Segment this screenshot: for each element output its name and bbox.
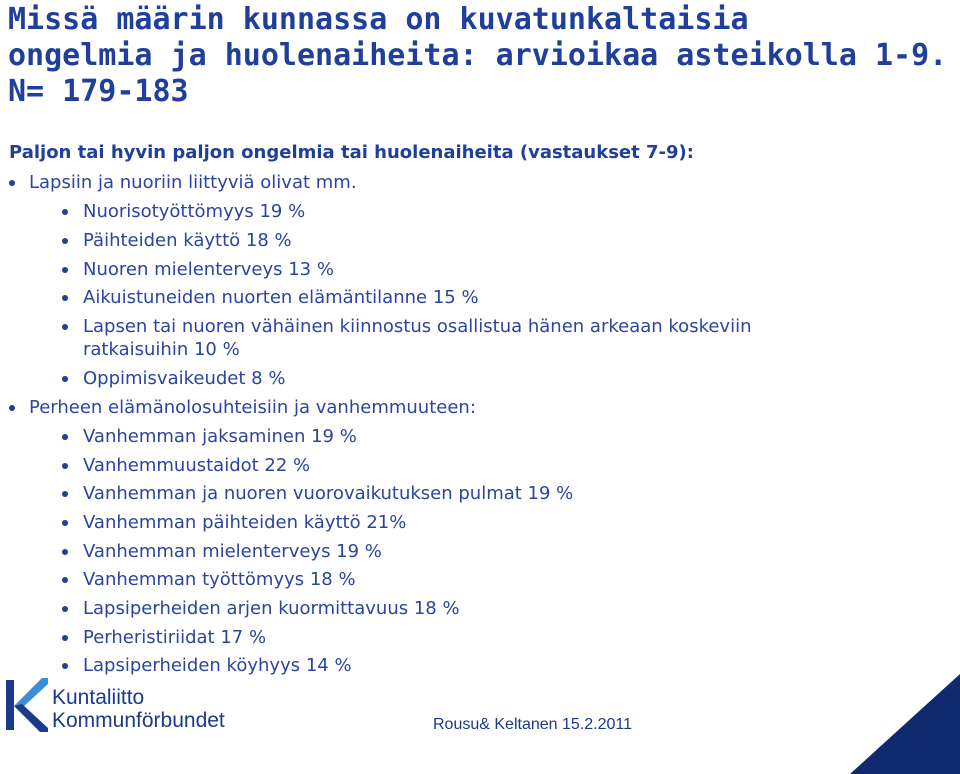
bullet-icon (9, 180, 15, 186)
list-item-text: Vanhemman päihteiden käyttö 21% (83, 512, 407, 533)
list-item-text: Lapsiperheiden köyhyys 14 % (83, 655, 352, 676)
list-item-text: Vanhemman ja nuoren vuorovaikutuksen pul… (83, 483, 574, 504)
list-item: Vanhemman ja nuoren vuorovaikutuksen pul… (62, 482, 843, 506)
list-item-text: Nuoren mielenterveys 13 % (83, 259, 334, 280)
section-label-text: Perheen elämänolosuhteisiin ja vanhemmuu… (29, 397, 476, 418)
list-item-text: Nuorisotyöttömyys 19 % (83, 201, 306, 222)
bullet-icon (62, 463, 68, 469)
list-item-text: Oppimisvaikeudet 8 % (83, 368, 286, 389)
list-item: Perheristiriidat 17 % (62, 626, 843, 650)
list-item-text: Päihteiden käyttö 18 % (83, 230, 292, 251)
list-item-text: Lapsiperheiden arjen kuormittavuus 18 % (83, 598, 460, 619)
bullet-icon (62, 238, 68, 244)
list-item-text: Vanhemman jaksaminen 19 % (83, 426, 357, 447)
bullet-icon (62, 491, 68, 497)
bullet-icon (62, 324, 68, 330)
corner-decoration (850, 674, 960, 774)
list-item: Nuoren mielenterveys 13 % (62, 258, 843, 282)
bullet-icon (62, 663, 68, 669)
list-item-text: Vanhemmuustaidot 22 % (83, 455, 311, 476)
list-item: Lapsiperheiden köyhyys 14 % (62, 654, 843, 678)
bullet-icon (62, 577, 68, 583)
bullet-icon (62, 635, 68, 641)
logo-text-sv: Kommunförbundet (52, 709, 225, 732)
title-line-1: Missä määrin kunnassa on kuvatunkaltaisi… (8, 2, 749, 37)
list-item: Nuorisotyöttömyys 19 % (62, 200, 843, 224)
list-item: Päihteiden käyttö 18 % (62, 229, 843, 253)
list-item: Vanhemman työttömyys 18 % (62, 568, 843, 592)
section-label-text: Lapsiin ja nuoriin liittyviä olivat mm. (29, 172, 357, 193)
list-item: Lapsiperheiden arjen kuormittavuus 18 % (62, 597, 843, 621)
list-item: Vanhemman mielenterveys 19 % (62, 540, 843, 564)
logo-text-fi: Kuntaliitto (52, 686, 145, 709)
bullet-icon (62, 549, 68, 555)
author-date-note: Rousu& Keltanen 15.2.2011 (433, 716, 632, 733)
list-item: Vanhemman päihteiden käyttö 21% (62, 511, 843, 535)
bullet-icon (62, 520, 68, 526)
list-item-text: Perheristiriidat 17 % (83, 627, 267, 648)
list-item-text: Vanhemman mielenterveys 19 % (83, 541, 382, 562)
bullet-icon (62, 295, 68, 301)
list-item-text: Vanhemman työttömyys 18 % (83, 569, 356, 590)
list-item: Aikuistuneiden nuorten elämäntilanne 15 … (62, 286, 843, 310)
bullet-icon (62, 434, 68, 440)
bullet-icon (62, 376, 68, 382)
list-item: Vanhemmuustaidot 22 % (62, 454, 843, 478)
slide-title: Missä määrin kunnassa on kuvatunkaltaisi… (8, 2, 948, 110)
bullet-icon (9, 405, 15, 411)
title-line-2: ongelmia ja huolenaiheita: arvioikaa ast… (8, 38, 948, 73)
list-item: Lapsen tai nuoren vähäinen kiinnostus os… (62, 315, 843, 339)
list-item-text: Lapsen tai nuoren vähäinen kiinnostus os… (83, 316, 752, 337)
section-label-youth: Lapsiin ja nuoriin liittyviä olivat mm. (9, 171, 357, 195)
bullet-icon (62, 606, 68, 612)
list-item-text: Aikuistuneiden nuorten elämäntilanne 15 … (83, 287, 479, 308)
list-item: Oppimisvaikeudet 8 % (62, 367, 843, 391)
title-line-3: N= 179-183 (8, 74, 189, 109)
list-item-text: ratkaisuihin 10 % (83, 339, 240, 360)
kuntaliitto-k-icon (6, 678, 48, 732)
bullet-icon (62, 209, 68, 215)
subheading: Paljon tai hyvin paljon ongelmia tai huo… (9, 142, 694, 163)
kuntaliitto-logo: Kuntaliitto Kommunförbundet (4, 676, 254, 736)
section-label-family: Perheen elämänolosuhteisiin ja vanhemmuu… (9, 396, 476, 420)
list-item-continuation: ratkaisuihin 10 % (83, 338, 843, 362)
list-item: Vanhemman jaksaminen 19 % (62, 425, 843, 449)
bullet-icon (62, 267, 68, 273)
